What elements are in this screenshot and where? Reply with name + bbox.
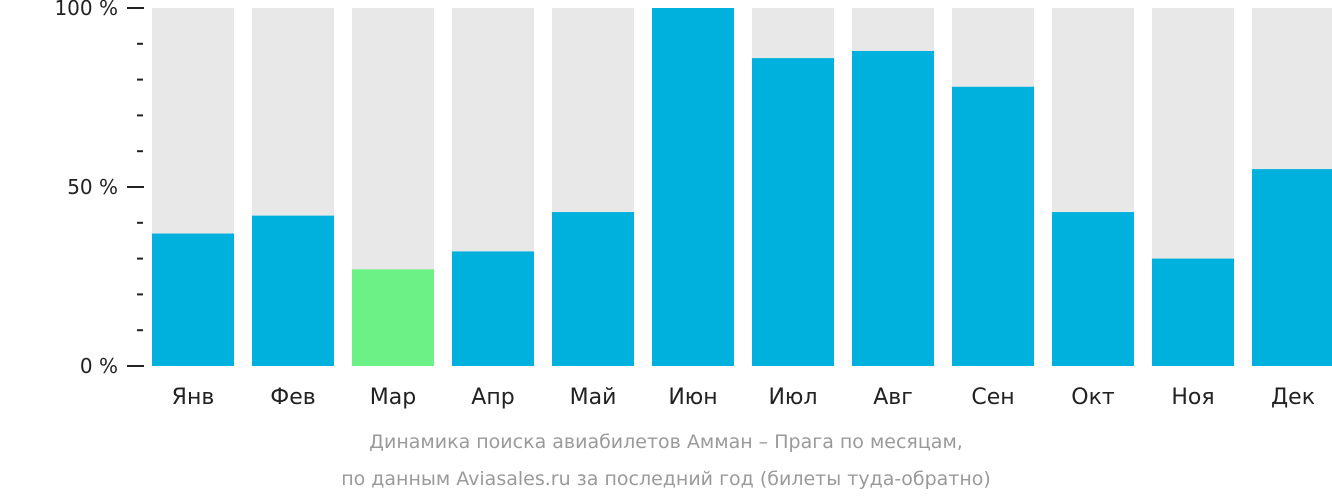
- bar-12: [1252, 169, 1332, 366]
- bar-8: [852, 50, 934, 367]
- bar-10: [1052, 212, 1134, 366]
- x-tick-label: Авг: [873, 385, 913, 410]
- y-tick-label: 100 %: [54, 0, 118, 20]
- x-tick-label: Мар: [370, 385, 416, 410]
- bar-5: [552, 212, 634, 366]
- bars: [152, 8, 1332, 367]
- y-axis: 0 % 50 % 100 %: [54, 0, 144, 378]
- bar-1: [152, 233, 234, 366]
- bar-3: [352, 269, 434, 366]
- x-tick-label: Июн: [668, 385, 717, 410]
- y-tick-label: 50 %: [67, 175, 118, 199]
- bar-7: [752, 58, 834, 367]
- chart-caption-line-1: Динамика поиска авиабилетов Амман – Праг…: [369, 431, 963, 453]
- chart-caption-line-2: по данным Aviasales.ru за последний год …: [341, 468, 991, 490]
- bar-6: [652, 8, 734, 366]
- x-tick-label: Июл: [768, 385, 817, 410]
- x-tick-label: Апр: [471, 385, 514, 410]
- x-tick-label: Ноя: [1171, 385, 1214, 410]
- x-tick-label: Дек: [1271, 385, 1315, 410]
- bar-2: [252, 215, 334, 366]
- bar-4: [452, 251, 534, 366]
- x-axis-labels: Янв Фев Мар Апр Май Июн Июл Авг Сен Окт Ноя Дек: [172, 385, 1315, 410]
- y-tick-label: 0 %: [80, 354, 118, 378]
- bar-11: [1152, 258, 1234, 366]
- x-tick-label: Фев: [270, 385, 315, 410]
- x-tick-label: Янв: [172, 385, 215, 410]
- bar-9: [952, 86, 1034, 366]
- x-tick-label: Сен: [971, 385, 1014, 410]
- x-tick-label: Май: [570, 385, 617, 410]
- x-tick-label: Окт: [1071, 385, 1115, 410]
